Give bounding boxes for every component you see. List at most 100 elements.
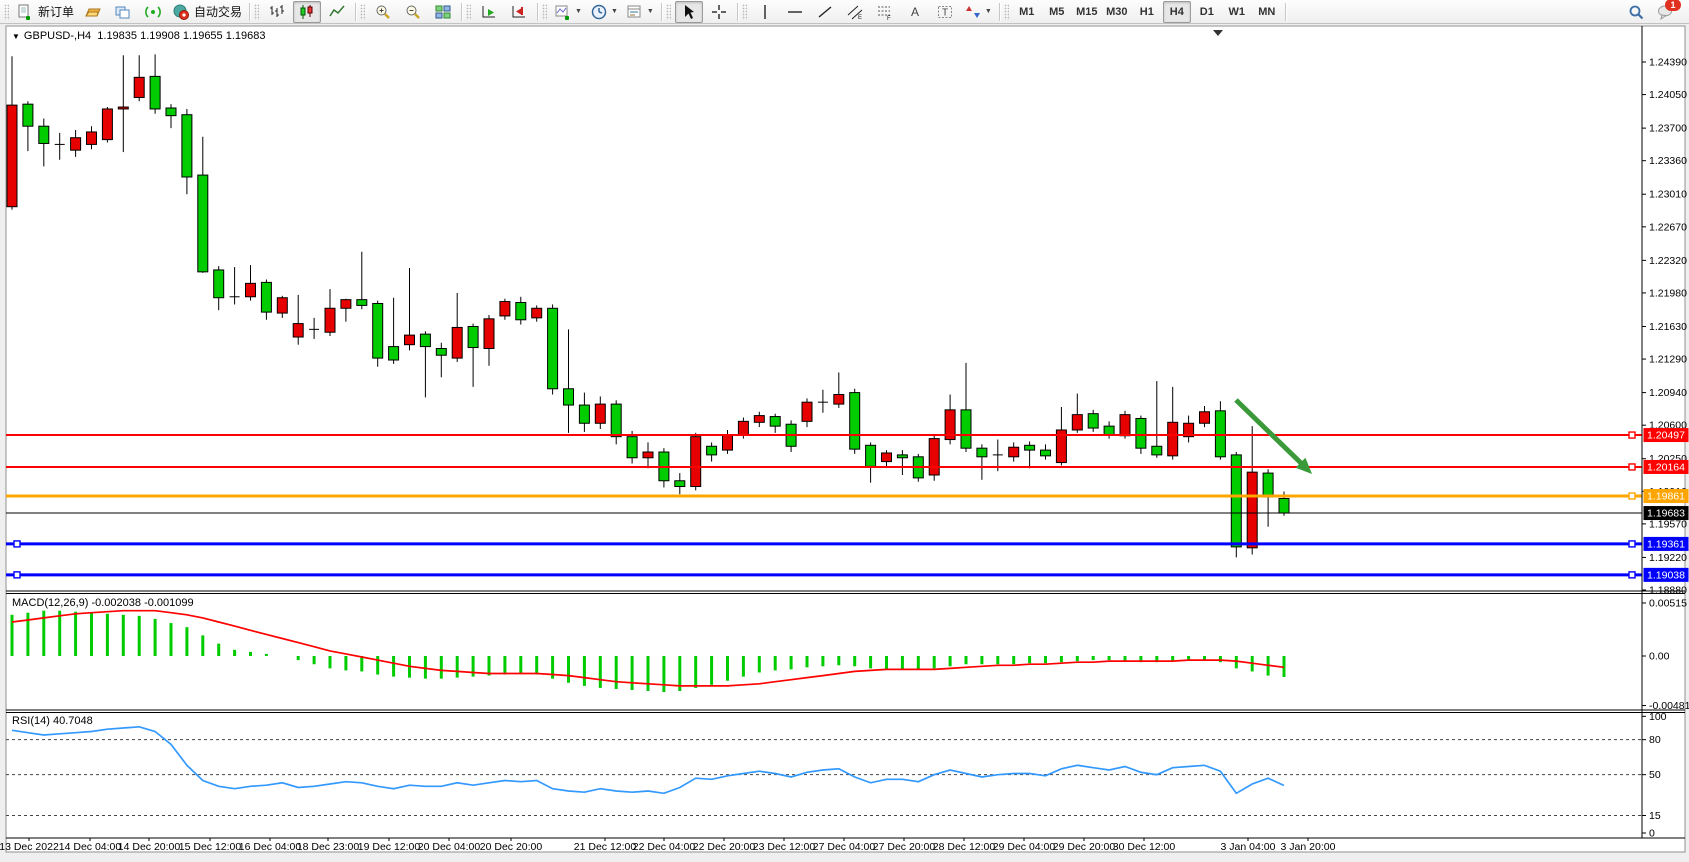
arrows-button[interactable]: ▼ — [961, 1, 995, 23]
cursor-button[interactable] — [674, 0, 703, 23]
tf-h4-button[interactable]: H4 — [1162, 0, 1191, 23]
signals-button[interactable] — [139, 1, 167, 23]
price-axis[interactable]: 1.24390 1.24050 1.23700 1.23360 1.23010 1.226… — [1642, 57, 1689, 840]
notifications-button[interactable]: 1 — [1652, 0, 1681, 23]
vline-icon — [764, 4, 766, 19]
toolbar-group-grip[interactable] — [4, 3, 9, 20]
candle-body — [467, 325, 479, 349]
tf-mn-button[interactable]: MN — [1253, 1, 1281, 23]
toolbar-separator — [537, 2, 539, 21]
fibonacci-button[interactable]: F — [871, 1, 899, 23]
candle-body — [213, 269, 225, 299]
tf-m15-button[interactable]: M15 — [1073, 1, 1101, 23]
candle-body — [1278, 497, 1290, 514]
candle-body — [722, 434, 733, 451]
hline-handle[interactable] — [13, 571, 21, 579]
trend-arrow-head[interactable] — [1295, 457, 1312, 474]
bar-chart-button[interactable] — [263, 1, 291, 23]
candle-body — [737, 420, 749, 436]
dropdown-caret-icon[interactable]: ▼ — [575, 8, 582, 15]
autotrading-button[interactable]: 自动交易 — [169, 1, 245, 23]
hline-handle[interactable] — [1628, 492, 1636, 500]
candle-body — [260, 281, 272, 313]
toolbar-group-grip[interactable] — [1003, 3, 1009, 20]
periods-button[interactable]: ▼ — [587, 1, 621, 23]
chart-canvas[interactable]: 1.24390 1.24050 1.23700 1.23360 1.23010 1.226… — [0, 24, 1689, 862]
doc-plus-icon — [18, 4, 30, 20]
cursor-icon — [684, 4, 694, 19]
tf-m5-button-label: M5 — [1049, 5, 1065, 18]
toolbar-group-grip[interactable] — [665, 3, 671, 20]
trend-arrow-object[interactable] — [1234, 398, 1304, 466]
profiles-button[interactable] — [109, 1, 137, 23]
hline-handle[interactable] — [13, 540, 21, 548]
time-tick-label: 29 Dec 20:00 — [1053, 841, 1116, 853]
candlestick-chart-button[interactable] — [293, 0, 322, 23]
dropdown-caret-icon[interactable]: ▼ — [610, 8, 618, 15]
tf-m30-button[interactable]: M30 — [1103, 1, 1131, 23]
candle-body — [849, 392, 861, 450]
toolbar-group-grip[interactable] — [254, 3, 260, 20]
label-button[interactable]: T — [931, 1, 959, 23]
tf-h1-button-label: H1 — [1139, 5, 1154, 18]
toolbar-separator — [355, 2, 357, 21]
auto-scroll-button[interactable] — [475, 1, 503, 23]
toolbar-group-grip[interactable] — [466, 3, 472, 20]
chart-shift-marker[interactable] — [1213, 30, 1223, 36]
crosshair-icon — [711, 4, 726, 19]
text-button[interactable]: A — [901, 1, 929, 23]
tile-windows-button[interactable] — [429, 1, 457, 23]
toolbar-separator — [660, 2, 662, 21]
horizontal-line-button[interactable] — [781, 1, 809, 23]
rsi-line — [11, 725, 1285, 795]
new-order-button-label: 新订单 — [38, 5, 75, 19]
charts-bar-button[interactable] — [79, 1, 107, 23]
zoom-out-button[interactable] — [399, 1, 427, 23]
symbol-dropdown-icon[interactable]: ▼ — [12, 32, 20, 41]
tf-h1-button[interactable]: H1 — [1133, 1, 1161, 23]
svg-text:T: T — [942, 7, 948, 18]
crosshair-button[interactable] — [705, 1, 733, 23]
hline-price-badge — [1643, 459, 1689, 474]
candle-body — [531, 307, 543, 319]
toolbar-group-grip[interactable] — [360, 3, 366, 20]
tf-d1-button[interactable]: D1 — [1193, 1, 1221, 23]
dropdown-caret-icon[interactable]: ▼ — [984, 8, 992, 15]
indicators-button[interactable]: ▼ — [551, 1, 585, 23]
vertical-line-button[interactable] — [751, 1, 779, 23]
hline-handle[interactable] — [1628, 463, 1636, 471]
price-badge-text: 1.19683 — [1647, 508, 1685, 520]
price-tick-label: 1.19570 — [1649, 518, 1687, 530]
tf-m1-button[interactable]: M1 — [1013, 1, 1041, 23]
windows-icon — [115, 6, 130, 18]
tf-m5-button[interactable]: M5 — [1043, 1, 1071, 23]
chart-shift-button[interactable] — [505, 1, 533, 23]
search-button[interactable] — [1622, 1, 1650, 23]
toolbar-group-grip[interactable] — [542, 3, 548, 20]
price-badge-text: 1.20497 — [1647, 430, 1685, 442]
new-order-button[interactable]: 新订单 — [13, 1, 77, 23]
equidistant-channel-button[interactable]: E — [841, 1, 869, 23]
trendline-button[interactable] — [811, 1, 839, 23]
chart-folder-icon — [85, 8, 101, 16]
candle-body — [292, 323, 304, 338]
templates-button[interactable]: ▼ — [623, 1, 657, 23]
candle-body — [1246, 471, 1258, 549]
time-tick-label: 22 Dec 04:00 — [633, 841, 696, 853]
hline-handle[interactable] — [1628, 431, 1636, 439]
hline-price-badge — [1643, 567, 1689, 582]
toolbar-group-grip[interactable] — [741, 3, 747, 20]
dropdown-caret-icon[interactable]: ▼ — [646, 8, 654, 15]
candle-body — [6, 104, 18, 208]
hline-handle[interactable] — [1628, 540, 1636, 548]
price-badge-text: 1.19861 — [1647, 490, 1685, 502]
candle-body — [324, 307, 336, 333]
candle-body — [610, 403, 622, 438]
line-chart-button[interactable] — [323, 1, 351, 23]
zoom-out-icon — [406, 5, 420, 19]
hline-handle[interactable] — [1628, 571, 1636, 579]
candle-body — [578, 404, 590, 424]
tf-w1-button[interactable]: W1 — [1223, 1, 1251, 23]
zoom-in-button[interactable] — [369, 1, 397, 23]
